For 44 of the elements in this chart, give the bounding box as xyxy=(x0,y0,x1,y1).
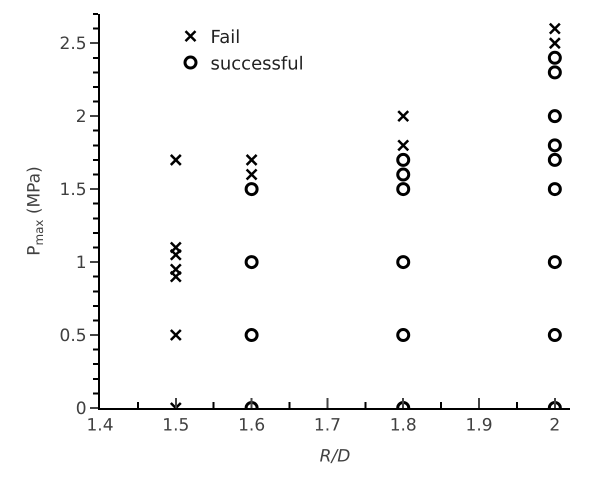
x-tick-label: 1.7 xyxy=(314,415,341,436)
point xyxy=(396,152,410,167)
y-tick-label: 1 xyxy=(76,253,87,274)
x-tick-label: 1.6 xyxy=(238,415,266,436)
point xyxy=(396,255,410,270)
point xyxy=(548,22,562,35)
point xyxy=(548,152,562,167)
point xyxy=(245,154,258,166)
point xyxy=(396,168,410,182)
point xyxy=(170,263,182,276)
point xyxy=(170,241,182,254)
x-tick-label: 2 xyxy=(549,415,560,436)
point xyxy=(170,154,182,166)
point xyxy=(548,36,562,50)
x-tick-label: 1.9 xyxy=(466,415,493,436)
legend-label: Fail xyxy=(210,27,240,48)
point xyxy=(244,255,259,270)
x-tick-label: 1.8 xyxy=(390,415,417,436)
point xyxy=(170,248,182,262)
point xyxy=(548,50,562,65)
point xyxy=(244,328,259,342)
y-tick-label: 1.5 xyxy=(60,180,87,200)
point xyxy=(170,328,182,342)
x-axis-title: R/D xyxy=(320,446,350,466)
x-tick-label: 1.5 xyxy=(162,415,190,436)
y-tick-label: 0.5 xyxy=(60,326,87,346)
point xyxy=(548,328,562,342)
point xyxy=(548,182,562,196)
point xyxy=(396,110,410,122)
point xyxy=(170,270,182,283)
y-tick-label: 0 xyxy=(76,398,87,419)
y-tick-label: 2.5 xyxy=(60,34,87,54)
legend-label: successful xyxy=(210,54,304,75)
point xyxy=(548,65,562,80)
point xyxy=(244,182,259,196)
point xyxy=(548,138,562,152)
point xyxy=(548,109,562,124)
x-tick-label: 1.4 xyxy=(86,415,114,436)
point xyxy=(396,328,410,342)
y-tick-label: 2 xyxy=(76,107,87,128)
point xyxy=(548,255,562,270)
point xyxy=(396,182,410,196)
point xyxy=(396,139,410,152)
point xyxy=(245,168,258,181)
